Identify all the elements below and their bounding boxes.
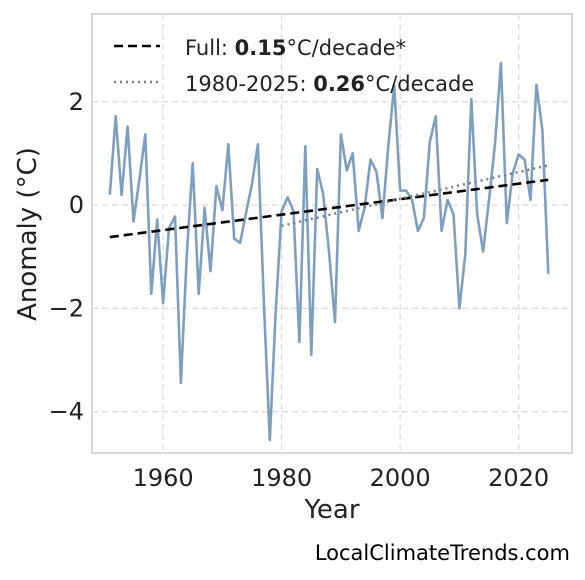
legend-suffix: °C/decade xyxy=(365,72,474,96)
y-tick-label: 2 xyxy=(69,88,84,116)
grid xyxy=(92,14,572,453)
y-tick-label: 0 xyxy=(69,191,84,219)
data-series xyxy=(108,61,550,442)
legend: Full: 0.15°C/decade*1980-2025: 0.26°C/de… xyxy=(114,36,474,96)
x-tick-label: 1980 xyxy=(251,464,312,492)
legend-rate: 0.26 xyxy=(313,72,365,96)
y-tick-label: −4 xyxy=(49,398,84,426)
plot-frame xyxy=(91,13,573,454)
x-tick-label: 1960 xyxy=(133,464,194,492)
site-credit: LocalClimateTrends.com xyxy=(315,541,570,565)
full-trend-line xyxy=(109,178,549,239)
legend-rate: 0.15 xyxy=(235,36,287,60)
y-axis-ticks: −4 −2 0 2 xyxy=(49,88,84,426)
legend-prefix: 1980-2025: xyxy=(185,72,313,96)
x-tick-label: 2020 xyxy=(488,464,549,492)
legend-suffix: °C/decade* xyxy=(287,36,407,60)
legend-prefix: Full: xyxy=(185,36,235,60)
annual-anomaly-line xyxy=(108,61,550,442)
legend-label: 1980-2025: 0.26°C/decade xyxy=(185,72,474,96)
y-axis-title: Anomaly (°C) xyxy=(13,147,43,321)
x-tick-label: 2000 xyxy=(370,464,431,492)
legend-label: Full: 0.15°C/decade* xyxy=(185,36,406,60)
trend-lines xyxy=(109,164,549,239)
y-tick-label: −2 xyxy=(49,294,84,322)
x-axis-title: Year xyxy=(303,495,359,525)
x-axis-ticks: 1960 1980 2000 2020 xyxy=(133,464,550,492)
